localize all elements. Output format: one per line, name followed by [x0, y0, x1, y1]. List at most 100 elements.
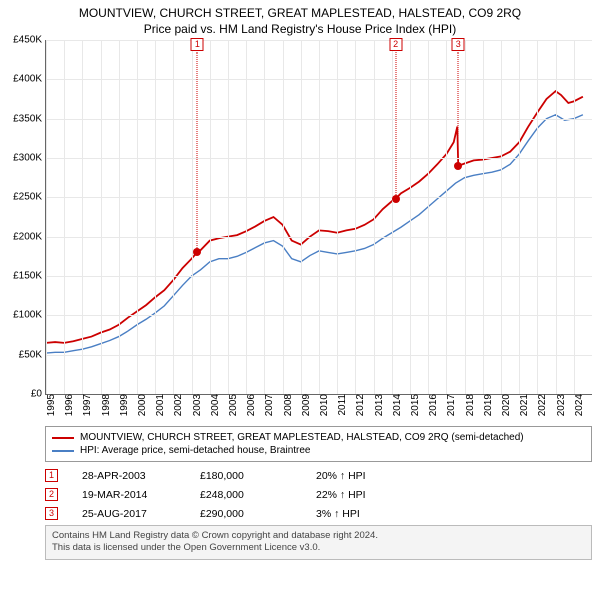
chart-area: £0£50K£100K£150K£200K£250K£300K£350K£400… — [45, 40, 592, 420]
sale-number-badge: 3 — [45, 507, 58, 520]
x-axis-label: 2020 — [497, 394, 512, 416]
x-axis-label: 2009 — [297, 394, 312, 416]
footer-line: This data is licensed under the Open Gov… — [52, 542, 585, 554]
legend: MOUNTVIEW, CHURCH STREET, GREAT MAPLESTE… — [45, 426, 592, 462]
gridline-vertical — [210, 40, 211, 394]
legend-label: HPI: Average price, semi-detached house,… — [80, 445, 311, 456]
x-axis-label: 2010 — [315, 394, 330, 416]
gridline-vertical — [283, 40, 284, 394]
legend-swatch — [52, 450, 74, 452]
sale-hpi-diff: 22% ↑ HPI — [316, 489, 406, 501]
gridline-vertical — [374, 40, 375, 394]
sale-marker-line — [458, 52, 459, 166]
y-axis-label: £300K — [13, 153, 46, 164]
gridline-vertical — [64, 40, 65, 394]
sale-marker-box: 1 — [191, 38, 204, 51]
gridline-vertical — [519, 40, 520, 394]
x-axis-label: 2014 — [388, 394, 403, 416]
sale-marker-line — [395, 52, 396, 199]
legend-label: MOUNTVIEW, CHURCH STREET, GREAT MAPLESTE… — [80, 432, 524, 443]
x-axis-label: 2007 — [260, 394, 275, 416]
x-axis-label: 2001 — [151, 394, 166, 416]
sale-row: 219-MAR-2014£248,00022% ↑ HPI — [45, 485, 592, 504]
gridline-vertical — [192, 40, 193, 394]
gridline-vertical — [337, 40, 338, 394]
x-axis-label: 2019 — [479, 394, 494, 416]
gridline-vertical — [410, 40, 411, 394]
legend-item: MOUNTVIEW, CHURCH STREET, GREAT MAPLESTE… — [52, 431, 585, 444]
gridline-vertical — [501, 40, 502, 394]
x-axis-label: 2006 — [242, 394, 257, 416]
gridline-vertical — [246, 40, 247, 394]
chart-title: MOUNTVIEW, CHURCH STREET, GREAT MAPLESTE… — [0, 0, 600, 20]
x-axis-label: 2018 — [461, 394, 476, 416]
gridline-vertical — [355, 40, 356, 394]
gridline-vertical — [301, 40, 302, 394]
y-axis-label: £250K — [13, 192, 46, 203]
y-axis-label: £200K — [13, 231, 46, 242]
x-axis-label: 2022 — [533, 394, 548, 416]
chart-subtitle: Price paid vs. HM Land Registry's House … — [0, 20, 600, 40]
y-axis-label: £350K — [13, 113, 46, 124]
x-axis-label: 2002 — [169, 394, 184, 416]
x-axis-label: 2003 — [188, 394, 203, 416]
x-axis-label: 2013 — [370, 394, 385, 416]
sale-marker-line — [197, 52, 198, 252]
sale-price: £180,000 — [200, 470, 310, 482]
legend-swatch — [52, 437, 74, 439]
sale-price: £290,000 — [200, 508, 310, 520]
chart-container: MOUNTVIEW, CHURCH STREET, GREAT MAPLESTE… — [0, 0, 600, 590]
y-axis-label: £50K — [19, 349, 46, 360]
x-axis-label: 1998 — [97, 394, 112, 416]
gridline-vertical — [46, 40, 47, 394]
gridline-vertical — [82, 40, 83, 394]
sale-marker-dot — [454, 162, 462, 170]
gridline-vertical — [574, 40, 575, 394]
x-axis-label: 2012 — [351, 394, 366, 416]
sale-date: 28-APR-2003 — [64, 470, 194, 482]
gridline-vertical — [537, 40, 538, 394]
footer-line: Contains HM Land Registry data © Crown c… — [52, 530, 585, 542]
x-axis-label: 2021 — [515, 394, 530, 416]
y-axis-label: £400K — [13, 74, 46, 85]
y-axis-label: £150K — [13, 271, 46, 282]
gridline-vertical — [173, 40, 174, 394]
x-axis-label: 2008 — [279, 394, 294, 416]
gridline-vertical — [119, 40, 120, 394]
x-axis-label: 2000 — [133, 394, 148, 416]
gridline-vertical — [101, 40, 102, 394]
x-axis-label: 1997 — [78, 394, 93, 416]
sale-row: 128-APR-2003£180,00020% ↑ HPI — [45, 466, 592, 485]
x-axis-label: 2024 — [570, 394, 585, 416]
x-axis-label: 2011 — [333, 394, 348, 416]
sale-marker-box: 2 — [389, 38, 402, 51]
gridline-vertical — [319, 40, 320, 394]
x-axis-label: 2016 — [424, 394, 439, 416]
gridline-vertical — [228, 40, 229, 394]
gridline-vertical — [428, 40, 429, 394]
x-axis-label: 2023 — [552, 394, 567, 416]
sale-row: 325-AUG-2017£290,0003% ↑ HPI — [45, 504, 592, 523]
gridline-vertical — [155, 40, 156, 394]
x-axis-label: 2017 — [442, 394, 457, 416]
legend-item: HPI: Average price, semi-detached house,… — [52, 444, 585, 457]
sale-date: 25-AUG-2017 — [64, 508, 194, 520]
x-axis-label: 2004 — [206, 394, 221, 416]
sale-marker-box: 3 — [452, 38, 465, 51]
gridline-vertical — [556, 40, 557, 394]
gridline-vertical — [446, 40, 447, 394]
x-axis-label: 1996 — [60, 394, 75, 416]
sale-hpi-diff: 20% ↑ HPI — [316, 470, 406, 482]
sale-marker-dot — [193, 248, 201, 256]
gridline-vertical — [483, 40, 484, 394]
x-axis-label: 1995 — [42, 394, 57, 416]
series-line-property — [46, 91, 583, 343]
x-axis-label: 2005 — [224, 394, 239, 416]
y-axis-label: £450K — [13, 35, 46, 46]
sale-date: 19-MAR-2014 — [64, 489, 194, 501]
x-axis-label: 2015 — [406, 394, 421, 416]
y-axis-label: £100K — [13, 310, 46, 321]
sale-number-badge: 2 — [45, 488, 58, 501]
sale-marker-dot — [392, 195, 400, 203]
gridline-vertical — [137, 40, 138, 394]
